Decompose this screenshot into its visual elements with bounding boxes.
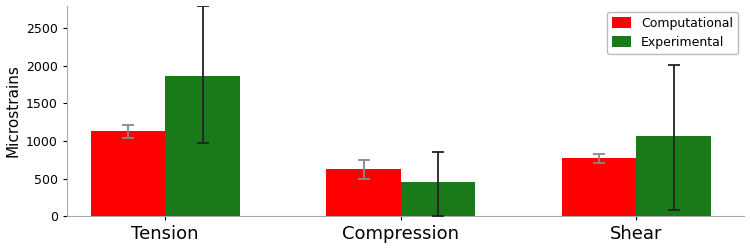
Bar: [637, 136, 711, 216]
Legend: Computational, Experimental: Computational, Experimental: [608, 12, 738, 54]
Bar: [400, 182, 476, 216]
Bar: [562, 158, 637, 216]
Bar: [165, 76, 240, 216]
Bar: [326, 169, 400, 216]
Y-axis label: Microstrains: Microstrains: [5, 64, 20, 157]
Bar: [91, 131, 165, 216]
